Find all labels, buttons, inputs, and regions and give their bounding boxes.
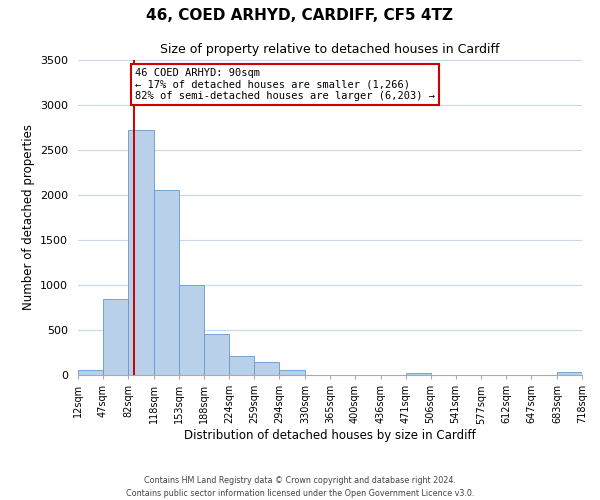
- Bar: [280, 370, 305, 375]
- Text: Contains HM Land Registry data © Crown copyright and database right 2024.
Contai: Contains HM Land Registry data © Crown c…: [126, 476, 474, 498]
- Bar: [557, 372, 582, 375]
- Bar: [103, 298, 128, 375]
- Text: 46 COED ARHYD: 90sqm
← 17% of detached houses are smaller (1,266)
82% of semi-de: 46 COED ARHYD: 90sqm ← 17% of detached h…: [135, 68, 435, 101]
- Bar: [78, 370, 103, 375]
- Bar: [406, 373, 431, 375]
- Bar: [154, 190, 179, 375]
- X-axis label: Distribution of detached houses by size in Cardiff: Distribution of detached houses by size …: [184, 429, 476, 442]
- Y-axis label: Number of detached properties: Number of detached properties: [22, 124, 35, 310]
- Bar: [128, 130, 154, 375]
- Bar: [179, 285, 203, 375]
- Title: Size of property relative to detached houses in Cardiff: Size of property relative to detached ho…: [160, 43, 500, 56]
- Text: 46, COED ARHYD, CARDIFF, CF5 4TZ: 46, COED ARHYD, CARDIFF, CF5 4TZ: [146, 8, 454, 22]
- Bar: [229, 356, 254, 375]
- Bar: [254, 362, 280, 375]
- Bar: [203, 334, 229, 375]
